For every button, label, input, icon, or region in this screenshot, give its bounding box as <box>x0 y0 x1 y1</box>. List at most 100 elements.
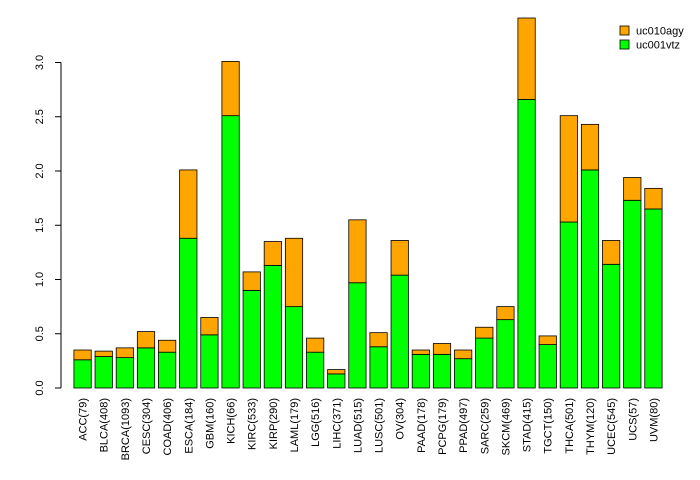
bar-uc001vtz-8 <box>242 289 261 389</box>
x-tick-label: ACC(79) <box>78 398 90 441</box>
x-tick-label: BRCA(1093) <box>120 398 132 460</box>
y-tick-label: 0.0 <box>34 380 46 395</box>
bar-uc010agy-17 <box>432 343 452 355</box>
x-tick-label: SKCM(469) <box>500 398 512 455</box>
bar-uc010agy-1 <box>94 350 113 357</box>
legend-label-uc010agy: uc010agy <box>636 26 684 38</box>
x-tick-label: PAAD(178) <box>416 398 428 453</box>
bar-uc001vtz-7 <box>221 115 240 389</box>
bar-uc001vtz-0 <box>73 359 92 389</box>
x-axis: ACC(79) BLCA(408) BRCA(1093) CESC(304) COAD(… <box>78 398 661 460</box>
bar-uc001vtz-13 <box>348 282 367 389</box>
x-tick-label: LUSC(501) <box>374 398 386 453</box>
bar-uc010agy-0 <box>73 349 92 361</box>
bar-uc001vtz-14 <box>369 346 388 389</box>
bar-uc001vtz-20 <box>496 319 515 389</box>
bar-uc010agy-26 <box>623 177 642 201</box>
x-tick-label: LAML(179) <box>289 398 301 452</box>
legend-swatch-uc010agy <box>619 25 630 36</box>
x-tick-label: SARC(259) <box>479 398 491 454</box>
x-tick-label: STAD(415) <box>522 398 534 452</box>
bar-uc001vtz-1 <box>94 356 113 389</box>
y-axis: 0.0 0.5 1.0 1.5 2.0 2.5 3.0 <box>34 55 62 396</box>
bar-uc010agy-9 <box>263 241 282 266</box>
bar-uc010agy-7 <box>221 61 240 117</box>
bar-uc010agy-6 <box>200 317 219 336</box>
x-tick-label: LGG(516) <box>310 398 322 447</box>
y-tick-label: 2.0 <box>34 163 46 178</box>
x-tick-label: THCA(501) <box>564 398 576 454</box>
x-tick-label: THYM(120) <box>585 398 597 455</box>
legend: uc010agy uc001vtz <box>619 25 684 52</box>
x-tick-label: COAD(406) <box>162 398 174 455</box>
bar-uc001vtz-3 <box>136 347 156 389</box>
x-tick-label: UCEC(545) <box>606 398 618 455</box>
bar-uc010agy-25 <box>602 240 621 265</box>
y-tick-label: 2.5 <box>34 109 46 124</box>
bar-uc001vtz-9 <box>263 264 282 389</box>
x-tick-label: CESC(304) <box>141 398 153 454</box>
bar-uc010agy-8 <box>242 271 261 291</box>
x-tick-label: OV(304) <box>395 398 407 440</box>
bar-uc010agy-22 <box>538 335 557 346</box>
bar-uc001vtz-19 <box>475 337 494 389</box>
x-tick-label: KIRP(290) <box>268 398 280 449</box>
bar-uc001vtz-21 <box>517 98 536 389</box>
bar-uc010agy-10 <box>284 237 304 308</box>
bar-uc001vtz-25 <box>602 263 621 389</box>
y-tick-label: 3.0 <box>34 55 46 70</box>
bar-uc001vtz-26 <box>623 199 642 389</box>
bar-uc001vtz-27 <box>644 208 663 389</box>
bar-uc010agy-19 <box>475 326 494 339</box>
x-tick-label: GBM(160) <box>204 398 216 449</box>
bar-uc001vtz-11 <box>306 351 325 389</box>
bar-uc010agy-18 <box>454 349 473 360</box>
y-tick-label: 0.5 <box>34 326 46 341</box>
y-tick-label: 1.0 <box>34 272 46 287</box>
x-tick-label: UVM(80) <box>648 398 660 442</box>
x-tick-label: TGCT(150) <box>543 398 555 454</box>
bar-uc001vtz-4 <box>158 351 177 389</box>
bar-uc010agy-3 <box>136 331 156 349</box>
bar-uc010agy-16 <box>411 349 430 355</box>
bar-uc001vtz-12 <box>327 373 346 389</box>
x-tick-label: KICH(66) <box>226 398 238 444</box>
x-tick-label: LUAD(515) <box>352 398 364 453</box>
bar-uc010agy-4 <box>158 339 177 353</box>
x-tick-label: ESCA(184) <box>183 398 195 454</box>
bar-uc010agy-20 <box>496 306 515 321</box>
bar-uc010agy-12 <box>327 369 346 375</box>
bar-uc010agy-23 <box>559 115 578 223</box>
bar-uc001vtz-17 <box>432 353 452 389</box>
bar-uc001vtz-24 <box>580 169 600 389</box>
bar-uc001vtz-16 <box>411 353 430 389</box>
bar-uc010agy-27 <box>644 187 663 210</box>
bar-uc001vtz-22 <box>538 344 557 389</box>
bar-uc001vtz-10 <box>284 306 304 389</box>
bar-uc010agy-13 <box>348 219 367 284</box>
bar-uc010agy-2 <box>115 347 134 359</box>
bar-uc001vtz-6 <box>200 334 219 389</box>
bar-uc010agy-24 <box>580 123 600 171</box>
x-tick-label: KIRC(533) <box>247 398 259 450</box>
bar-uc010agy-14 <box>369 332 388 348</box>
x-tick-label: PCPG(179) <box>437 398 449 455</box>
bar-uc001vtz-15 <box>390 274 409 389</box>
bar-uc001vtz-23 <box>559 221 578 389</box>
bar-uc010agy-21 <box>517 17 536 100</box>
bar-uc001vtz-2 <box>115 357 134 389</box>
legend-swatch-uc001vtz <box>619 39 630 50</box>
bar-uc001vtz-18 <box>454 358 473 389</box>
bar-uc010agy-5 <box>179 169 198 239</box>
bar-uc010agy-15 <box>390 240 409 276</box>
x-tick-label: BLCA(408) <box>99 398 111 452</box>
legend-label-uc001vtz: uc001vtz <box>636 40 680 52</box>
x-tick-label: UCS(57) <box>627 398 639 441</box>
y-tick-label: 1.5 <box>34 218 46 233</box>
x-tick-label: PPAD(497) <box>458 398 470 453</box>
bar-uc001vtz-5 <box>179 237 198 389</box>
bars-group <box>73 17 663 389</box>
bar-uc010agy-11 <box>306 337 325 353</box>
x-tick-label: LIHC(371) <box>331 398 343 449</box>
